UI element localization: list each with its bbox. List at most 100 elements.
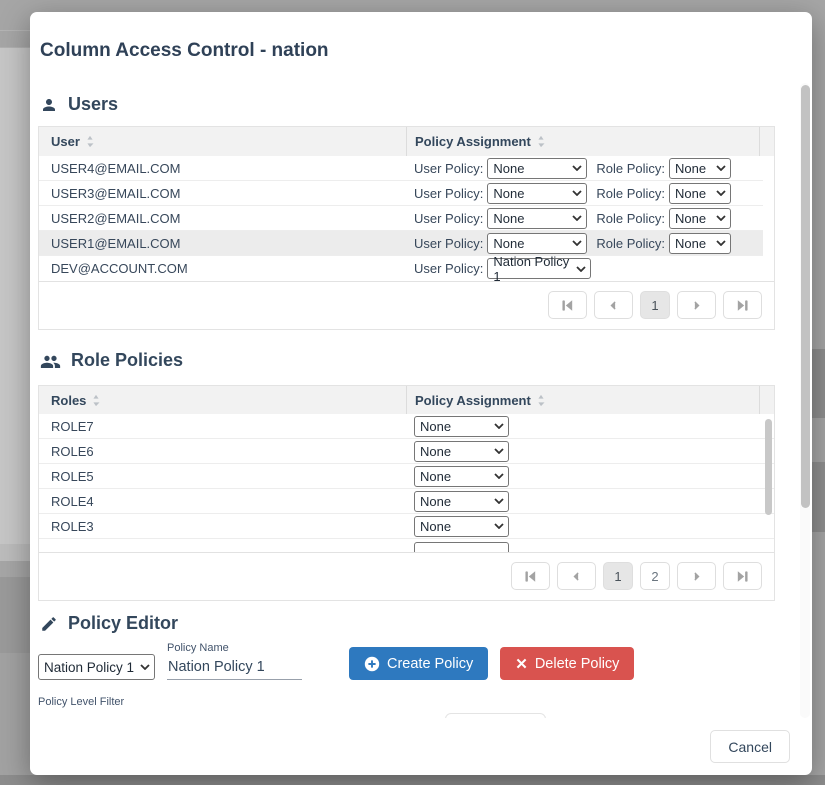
sort-icon [537,135,545,148]
user-policy-select[interactable]: Nation Policy 1 [487,254,592,284]
delete-policy-button[interactable]: ✕ Delete Policy [500,647,635,680]
role-policy-select[interactable]: None [669,182,731,204]
modal-footer: Cancel [30,718,812,775]
cancel-button[interactable]: Cancel [710,730,790,763]
roles-scrollbar[interactable] [765,419,772,515]
user-policy-select[interactable]: None [487,207,588,229]
role-name: ROLE5 [51,468,94,484]
users-pagination: 1 [39,281,774,329]
user-policy-select[interactable]: None [487,157,588,179]
table-row-selected[interactable]: USER1@EMAIL.COM User Policy: None Role P… [39,231,763,256]
pagination-next-button[interactable] [677,562,716,590]
modal-title: Column Access Control - nation [40,40,329,61]
role-name: ROLE3 [51,518,94,534]
role-policy-select[interactable]: None [669,232,731,254]
policy-editor-section-title: Policy Editor [68,613,179,633]
role-policy-select[interactable]: None [414,515,509,537]
policy-filter-clipped-row: nation_key = ? ―― ――――― Apply Filter [38,711,775,718]
group-icon [40,355,61,368]
users-section-title: Users [68,94,119,114]
chevron-down-icon [140,664,150,670]
role-policy-label: Role Policy: [596,160,665,176]
roles-column-header-roles[interactable]: Roles [39,386,406,414]
user-policy-select[interactable]: None [487,232,588,254]
role-policy-label: Role Policy: [596,185,665,201]
modal-body: Column Access Control - nation Users Use… [30,12,812,718]
user-policy-label: User Policy: [414,210,484,226]
modal-scrollbar[interactable] [800,83,810,718]
users-column-header-user[interactable]: User [39,127,406,156]
chevron-down-icon [572,165,582,171]
table-row[interactable]: ROLE4 None [39,489,774,514]
pagination-last-button[interactable] [723,291,762,319]
scrollbar-thumb[interactable] [800,85,810,508]
role-policy-select[interactable]: None [414,490,509,512]
user-email: DEV@ACCOUNT.COM [51,261,188,276]
table-row[interactable]: ROLE3 None [39,514,774,539]
table-row[interactable]: USER4@EMAIL.COM User Policy: None Role P… [39,156,763,181]
table-row[interactable]: USER2@EMAIL.COM User Policy: None Role P… [39,206,763,231]
chevron-down-icon [494,473,504,479]
pagination-page-2[interactable]: 2 [640,562,670,590]
pagination-prev-button[interactable] [594,291,633,319]
table-row[interactable]: ROLE6 None [39,439,774,464]
role-policy-label: Role Policy: [596,235,665,251]
chevron-down-icon [576,265,586,272]
policy-assignment-cell: User Policy: None Role Policy: None [406,182,731,204]
table-row-clipped [39,539,774,552]
role-policies-section-title: Role Policies [71,350,184,370]
role-policy-select[interactable]: None [414,415,509,437]
role-policy-select[interactable]: None [414,440,509,462]
table-row[interactable]: ROLE7 None [39,414,774,439]
create-policy-button[interactable]: Create Policy [349,647,489,680]
policy-assignment-cell: None [406,440,509,462]
user-policy-select[interactable]: None [487,182,588,204]
users-section-header: Users [38,94,775,115]
policy-assignment-cell: None [406,490,509,512]
users-table: User Policy Assignment USER4@EMAIL.COM U… [38,126,775,330]
pagination-page-1[interactable]: 1 [603,562,633,590]
pagination-last-button[interactable] [723,562,762,590]
filter-column-placeholder: ―― ――――― [234,717,366,718]
policy-editor-section-header: Policy Editor [38,613,775,634]
table-row[interactable]: ROLE5 None [39,464,774,489]
role-policies-table: Roles Policy Assignment ROLE7 None [38,385,775,601]
plus-circle-icon [364,656,380,671]
pagination-first-button[interactable] [511,562,550,590]
policy-name-group: Policy Name [167,642,302,680]
dimmed-background [812,349,825,418]
dimmed-background [0,577,30,653]
users-column-header-policy-assignment[interactable]: Policy Assignment [406,127,760,156]
policy-select[interactable]: Nation Policy 1 [38,654,155,680]
role-name: ROLE4 [51,493,94,509]
policy-assignment-cell: User Policy: Nation Policy 1 [406,254,592,284]
policy-name-input[interactable] [167,657,302,680]
users-table-body: USER4@EMAIL.COM User Policy: None Role P… [39,156,763,284]
role-policy-select[interactable]: None [669,157,731,179]
chevron-down-icon [494,523,504,529]
role-policy-select[interactable]: None [414,465,509,487]
policy-assignment-cell: User Policy: None Role Policy: None [406,207,731,229]
sort-icon [86,135,94,148]
dimmed-background [0,30,30,31]
column-access-control-modal: Column Access Control - nation Users Use… [30,12,812,775]
dimmed-background [0,775,825,785]
chevron-down-icon [716,215,726,221]
user-policy-label: User Policy: [414,235,484,251]
user-email: USER1@EMAIL.COM [51,235,181,251]
table-row[interactable]: USER3@EMAIL.COM User Policy: None Role P… [39,181,763,206]
role-policy-select [414,542,509,552]
role-policy-select[interactable]: None [669,207,731,229]
dimmed-background [812,462,825,532]
header-gutter [760,386,774,414]
table-row[interactable]: DEV@ACCOUNT.COM User Policy: Nation Poli… [39,254,763,284]
pagination-first-button[interactable] [548,291,587,319]
pagination-prev-button[interactable] [557,562,596,590]
user-email: USER3@EMAIL.COM [51,185,181,201]
role-policy-label: Role Policy: [596,210,665,226]
policy-assignment-cell: User Policy: None Role Policy: None [406,232,731,254]
pagination-page-1[interactable]: 1 [640,291,670,319]
pagination-next-button[interactable] [677,291,716,319]
roles-column-header-policy-assignment[interactable]: Policy Assignment [406,386,760,414]
